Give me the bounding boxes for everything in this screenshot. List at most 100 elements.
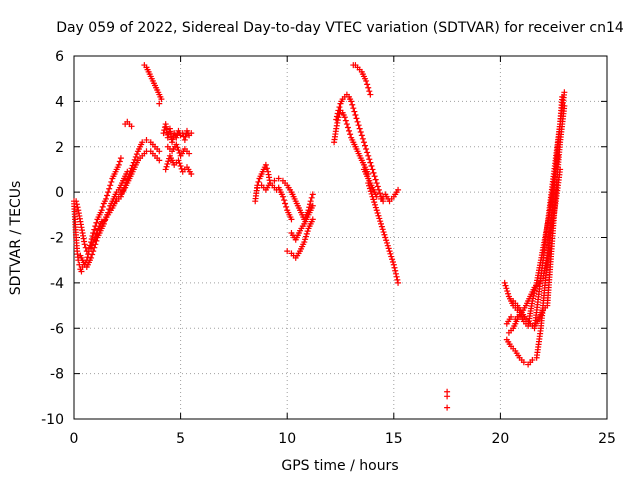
data-point: [143, 136, 150, 143]
data-point: [373, 207, 380, 214]
data-point-fill: [383, 239, 390, 246]
data-point-fill: [124, 176, 131, 183]
data-point: [186, 150, 193, 157]
data-point: [529, 357, 536, 364]
data-point: [390, 261, 397, 268]
data-point-fill: [503, 285, 510, 292]
data-point-fill: [359, 135, 366, 142]
data-point: [395, 279, 402, 286]
data-point-fill: [129, 162, 136, 169]
data-point: [363, 146, 370, 153]
data-point-fill: [353, 115, 360, 122]
data-point-fill: [93, 237, 100, 244]
data-point: [254, 184, 261, 191]
x-tick-label: 25: [598, 431, 616, 447]
data-point-fill: [255, 178, 262, 185]
data-point-fill: [120, 187, 127, 194]
y-tick-label: 4: [55, 94, 64, 110]
x-tick-label: 0: [70, 431, 79, 447]
data-point: [365, 152, 372, 159]
data-point-fill: [163, 163, 170, 170]
data-point: [88, 239, 95, 246]
data-point-fill: [394, 276, 401, 283]
y-tick-label: 6: [55, 49, 64, 65]
data-point: [164, 134, 171, 141]
x-axis-label: GPS time / hours: [281, 458, 398, 474]
data-point-fill: [86, 242, 93, 249]
data-point-fill: [177, 163, 184, 170]
data-point-fill: [505, 290, 512, 297]
data-point: [561, 89, 568, 96]
data-point: [85, 245, 92, 252]
data-point: [160, 130, 167, 137]
data-point-fill: [389, 259, 396, 266]
data-point-fill: [381, 231, 388, 238]
data-point: [307, 198, 314, 205]
data-point-fill: [372, 204, 379, 211]
data-point-fill: [93, 219, 100, 226]
data-point-fill: [385, 245, 392, 252]
data-point: [527, 320, 534, 327]
data-point: [275, 175, 282, 182]
data-point: [348, 98, 355, 105]
data-point-fill: [125, 173, 132, 180]
data-point: [76, 261, 83, 268]
data-point: [73, 198, 80, 205]
data-point-fill: [367, 188, 374, 195]
data-point: [188, 170, 195, 177]
y-tick-label: -2: [50, 231, 64, 247]
data-point: [369, 193, 376, 200]
x-tick-label: 20: [491, 431, 509, 447]
data-point: [288, 216, 295, 223]
data-point-fill: [372, 176, 379, 183]
data-point-fill: [364, 81, 371, 88]
x-tick-label: 5: [176, 431, 185, 447]
data-point-fill: [106, 185, 113, 192]
grid: [74, 56, 607, 419]
data-point: [346, 127, 353, 134]
data-point-fill: [370, 169, 377, 176]
data-point-fill: [104, 192, 111, 199]
data-point-fill: [387, 250, 394, 257]
data-point-fill: [128, 165, 135, 172]
data-point: [98, 207, 105, 214]
data-point: [356, 125, 363, 132]
data-point: [102, 195, 109, 202]
data-point-fill: [379, 226, 386, 233]
data-point-fill: [302, 233, 309, 240]
data-point-fill: [342, 117, 349, 124]
data-point-fill: [347, 131, 354, 138]
data-point-fill: [118, 190, 125, 197]
data-point-fill: [504, 288, 511, 295]
data-point: [158, 96, 165, 103]
y-tick-label: 2: [55, 140, 64, 156]
data-point: [92, 223, 99, 230]
data-point-fill: [263, 165, 270, 172]
data-point: [373, 180, 380, 187]
axis-ticks: 0 5 10 15 20 25 -10 -8 -6 -4 -2 0 2 4 6: [41, 49, 616, 447]
data-point-fill: [283, 203, 290, 210]
data-point-fill: [133, 151, 140, 158]
data-point-fill: [378, 223, 385, 230]
data-point-fill: [349, 101, 356, 108]
data-point: [188, 130, 195, 137]
data-point: [561, 102, 568, 109]
data-point: [267, 180, 274, 187]
data-point: [395, 186, 402, 193]
data-point-fill: [165, 158, 172, 165]
data-point: [343, 121, 350, 128]
data-point: [282, 200, 289, 207]
data-point: [335, 114, 342, 121]
data-point: [369, 166, 376, 173]
data-point: [284, 248, 291, 255]
data-point: [386, 248, 393, 255]
data-point-fill: [368, 163, 375, 170]
data-point-fill: [131, 156, 138, 163]
data-point: [173, 134, 180, 141]
data-point-fill: [377, 218, 384, 225]
data-point: [117, 155, 124, 162]
data-point: [365, 180, 372, 187]
data-point-fill: [375, 212, 382, 219]
data-point-fill: [366, 182, 373, 189]
